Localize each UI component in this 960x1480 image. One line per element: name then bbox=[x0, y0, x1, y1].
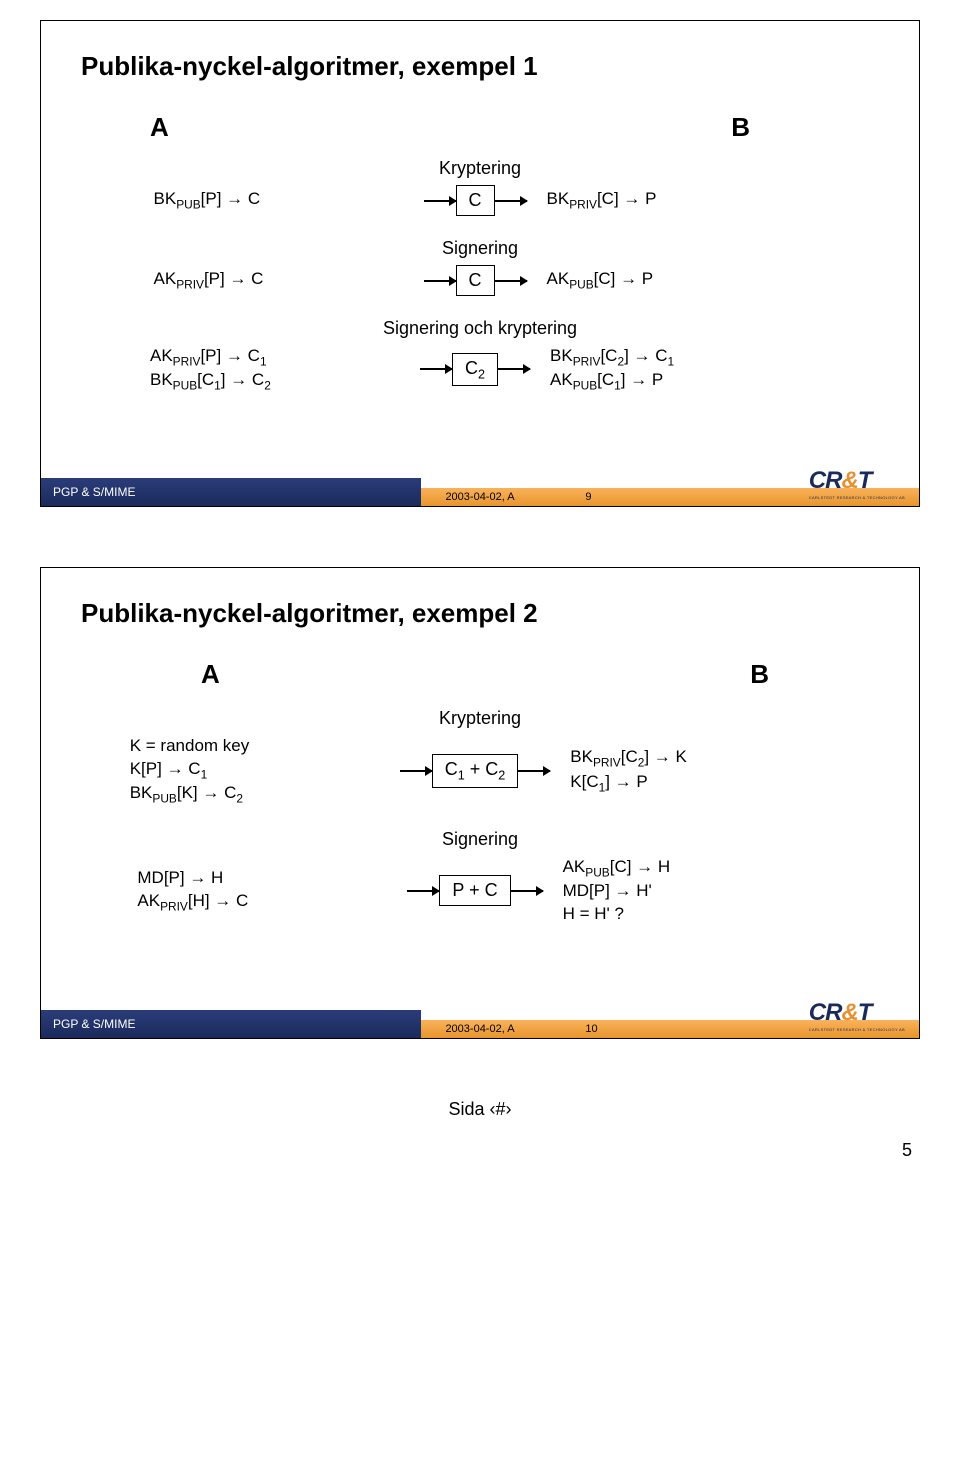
sec1-left: BKPUB[P] → C bbox=[154, 188, 414, 212]
arrow-icon bbox=[424, 200, 456, 202]
sec2-box: C bbox=[456, 265, 495, 296]
s2sec1-right: BKPRIV[C2] → K K[C1] → P bbox=[560, 746, 830, 795]
slide-2: Publika-nyckel-algoritmer, exempel 2 A B… bbox=[40, 567, 920, 1039]
sec1-label: Kryptering bbox=[81, 158, 879, 179]
footer-num: 9 bbox=[585, 491, 591, 503]
sec2-left: AKPRIV[P] → C bbox=[154, 268, 414, 292]
footer-app-2: PGP & S/MIME bbox=[41, 1010, 421, 1038]
sec3-right: BKPRIV[C2] → C1 AKPUB[C1] → P bbox=[540, 345, 810, 394]
col-a-2: A bbox=[201, 659, 220, 690]
footer-2: PGP & S/MIME 2003-04-02, A 10 CR&T CARLS… bbox=[41, 1010, 919, 1038]
slide-1: Publika-nyckel-algoritmer, exempel 1 A B… bbox=[40, 20, 920, 507]
arrow-icon bbox=[420, 368, 452, 370]
s2sec2-left: MD[P] → H AKPRIV[H] → C bbox=[137, 867, 397, 914]
logo-2: CR&T CARLSTEDT RESEARCH & TECHNOLOGY AB bbox=[809, 999, 905, 1032]
s2sec1-l1: K = random key bbox=[130, 735, 390, 758]
s2sec2-box: P + C bbox=[439, 875, 510, 906]
sec2-label: Signering bbox=[81, 238, 879, 259]
arrow-icon bbox=[400, 770, 432, 772]
arrow-icon bbox=[518, 770, 550, 772]
sec3-left: AKPRIV[P] → C1 BKPUB[C1] → C2 bbox=[150, 345, 410, 394]
s2sec1-left: K = random key K[P] → C1 BKPUB[K] → C2 bbox=[130, 735, 390, 807]
logo-text: CR&T bbox=[809, 467, 872, 494]
s2sec1-box: C1 + C2 bbox=[432, 754, 519, 788]
s2sec2-row: MD[P] → H AKPRIV[H] → C P + C AKPUB[C] →… bbox=[81, 856, 879, 926]
s2sec2-l2: AKPRIV[H] → C bbox=[137, 890, 397, 914]
footer-app: PGP & S/MIME bbox=[41, 478, 421, 506]
ab-labels: A B bbox=[81, 112, 879, 143]
s2sec1-r2: K[C1] → P bbox=[570, 771, 830, 795]
s2sec1-row: K = random key K[P] → C1 BKPUB[K] → C2 C… bbox=[81, 735, 879, 807]
ab-labels-2: A B bbox=[81, 659, 879, 690]
arrow-icon bbox=[498, 368, 530, 370]
sec3-left-2: BKPUB[C1] → C2 bbox=[150, 369, 410, 393]
sec3-right-2: AKPUB[C1] → P bbox=[550, 369, 810, 393]
sec3-row: AKPRIV[P] → C1 BKPUB[C1] → C2 C2 BKPRIV[… bbox=[81, 345, 879, 394]
logo-text: CR&T bbox=[809, 999, 872, 1026]
sec1-right: BKPRIV[C] → P bbox=[537, 188, 807, 212]
s2sec2-l1: MD[P] → H bbox=[137, 867, 397, 890]
s2sec2-mid: P + C bbox=[397, 875, 552, 906]
footer-num-2: 10 bbox=[585, 1023, 597, 1035]
s2sec2-r3: H = H' ? bbox=[563, 903, 823, 926]
page-footer: Sida ‹#› bbox=[0, 1099, 960, 1120]
logo-sub: CARLSTEDT RESEARCH & TECHNOLOGY AB bbox=[809, 495, 905, 500]
arrow-icon bbox=[407, 890, 439, 892]
s2sec2-label: Signering bbox=[81, 829, 879, 850]
sec3-box: C2 bbox=[452, 353, 498, 387]
s2sec2-r2: MD[P] → H' bbox=[563, 880, 823, 903]
s2sec1-r1: BKPRIV[C2] → K bbox=[570, 746, 830, 770]
arrow-icon bbox=[495, 280, 527, 282]
sec2-mid: C bbox=[414, 265, 537, 296]
sec2-right: AKPUB[C] → P bbox=[537, 268, 807, 292]
arrow-icon bbox=[511, 890, 543, 892]
sec3-right-1: BKPRIV[C2] → C1 bbox=[550, 345, 810, 369]
col-a: A bbox=[90, 112, 450, 143]
footer-date-2: 2003-04-02, A bbox=[445, 1023, 514, 1035]
col-b-2: B bbox=[750, 659, 769, 690]
arrow-icon bbox=[424, 280, 456, 282]
s2sec1-l3: BKPUB[K] → C2 bbox=[130, 782, 390, 806]
s2sec2-right: AKPUB[C] → H MD[P] → H' H = H' ? bbox=[553, 856, 823, 926]
col-b: B bbox=[450, 112, 870, 143]
arrow-icon bbox=[495, 200, 527, 202]
footer-date: 2003-04-02, A bbox=[445, 491, 514, 503]
sec3-left-1: AKPRIV[P] → C1 bbox=[150, 345, 410, 369]
sec1-row: BKPUB[P] → C C BKPRIV[C] → P bbox=[81, 185, 879, 216]
s2sec2-r1: AKPUB[C] → H bbox=[563, 856, 823, 880]
s2sec1-label: Kryptering bbox=[81, 708, 879, 729]
sec3-mid: C2 bbox=[410, 353, 540, 387]
s2sec1-l2: K[P] → C1 bbox=[130, 758, 390, 782]
footer: PGP & S/MIME 2003-04-02, A 9 CR&T CARLST… bbox=[41, 478, 919, 506]
sec3-label: Signering och kryptering bbox=[81, 318, 879, 339]
logo: CR&T CARLSTEDT RESEARCH & TECHNOLOGY AB bbox=[809, 467, 905, 500]
slide1-title: Publika-nyckel-algoritmer, exempel 1 bbox=[81, 51, 879, 82]
page-number: 5 bbox=[0, 1140, 960, 1161]
sec1-mid: C bbox=[414, 185, 537, 216]
sec1-box: C bbox=[456, 185, 495, 216]
sec2-row: AKPRIV[P] → C C AKPUB[C] → P bbox=[81, 265, 879, 296]
s2sec1-mid: C1 + C2 bbox=[390, 754, 561, 788]
logo-sub: CARLSTEDT RESEARCH & TECHNOLOGY AB bbox=[809, 1027, 905, 1032]
slide2-title: Publika-nyckel-algoritmer, exempel 2 bbox=[81, 598, 879, 629]
